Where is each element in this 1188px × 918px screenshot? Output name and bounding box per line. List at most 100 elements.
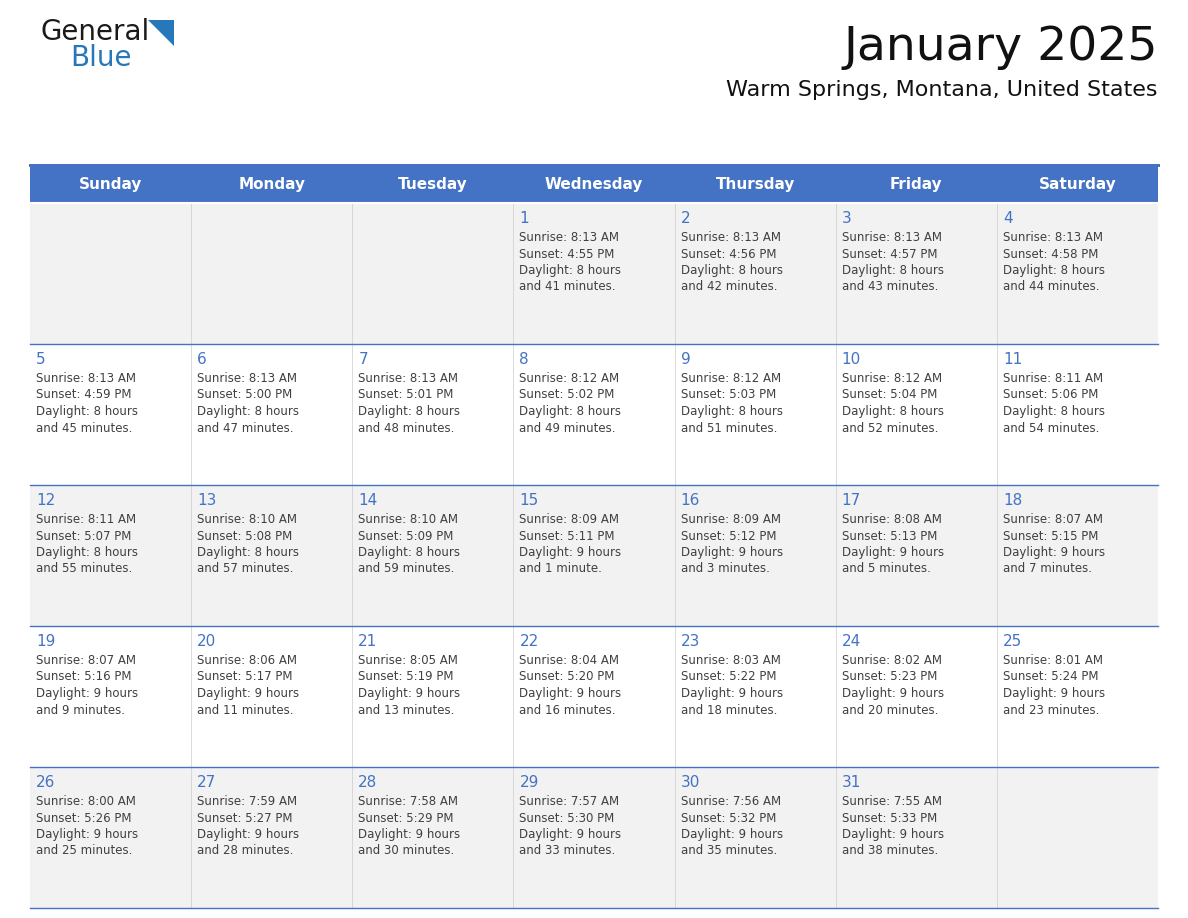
Text: Daylight: 8 hours: Daylight: 8 hours bbox=[36, 405, 138, 418]
Text: Sunset: 5:15 PM: Sunset: 5:15 PM bbox=[1003, 530, 1098, 543]
Text: Sunset: 5:20 PM: Sunset: 5:20 PM bbox=[519, 670, 615, 684]
Text: and 48 minutes.: and 48 minutes. bbox=[359, 421, 455, 434]
Text: 25: 25 bbox=[1003, 634, 1022, 649]
Text: Sunset: 5:29 PM: Sunset: 5:29 PM bbox=[359, 812, 454, 824]
Text: Daylight: 8 hours: Daylight: 8 hours bbox=[197, 546, 299, 559]
Text: 28: 28 bbox=[359, 775, 378, 790]
Bar bbox=[30, 626, 1158, 767]
Text: 14: 14 bbox=[359, 493, 378, 508]
Text: and 7 minutes.: and 7 minutes. bbox=[1003, 563, 1092, 576]
Text: Daylight: 8 hours: Daylight: 8 hours bbox=[681, 405, 783, 418]
Text: and 30 minutes.: and 30 minutes. bbox=[359, 845, 455, 857]
Text: 1: 1 bbox=[519, 211, 529, 226]
Text: and 35 minutes.: and 35 minutes. bbox=[681, 845, 777, 857]
Text: Daylight: 9 hours: Daylight: 9 hours bbox=[197, 687, 299, 700]
Text: 31: 31 bbox=[842, 775, 861, 790]
Text: Daylight: 9 hours: Daylight: 9 hours bbox=[359, 687, 461, 700]
Text: Sunset: 5:17 PM: Sunset: 5:17 PM bbox=[197, 670, 292, 684]
Text: and 13 minutes.: and 13 minutes. bbox=[359, 703, 455, 717]
Text: 3: 3 bbox=[842, 211, 852, 226]
Text: Daylight: 9 hours: Daylight: 9 hours bbox=[681, 828, 783, 841]
Text: 7: 7 bbox=[359, 352, 368, 367]
Text: Sunrise: 8:10 AM: Sunrise: 8:10 AM bbox=[197, 513, 297, 526]
Text: Daylight: 8 hours: Daylight: 8 hours bbox=[1003, 264, 1105, 277]
Text: Daylight: 9 hours: Daylight: 9 hours bbox=[519, 828, 621, 841]
Text: Sunset: 5:11 PM: Sunset: 5:11 PM bbox=[519, 530, 615, 543]
Text: 15: 15 bbox=[519, 493, 538, 508]
Text: Sunset: 5:19 PM: Sunset: 5:19 PM bbox=[359, 670, 454, 684]
Text: Warm Springs, Montana, United States: Warm Springs, Montana, United States bbox=[727, 80, 1158, 100]
Text: Sunset: 5:04 PM: Sunset: 5:04 PM bbox=[842, 388, 937, 401]
Text: 8: 8 bbox=[519, 352, 529, 367]
Text: and 23 minutes.: and 23 minutes. bbox=[1003, 703, 1099, 717]
Text: Sunrise: 8:13 AM: Sunrise: 8:13 AM bbox=[1003, 231, 1102, 244]
Text: 9: 9 bbox=[681, 352, 690, 367]
Text: 23: 23 bbox=[681, 634, 700, 649]
Text: Sunrise: 8:11 AM: Sunrise: 8:11 AM bbox=[1003, 372, 1102, 385]
Text: Daylight: 9 hours: Daylight: 9 hours bbox=[36, 687, 138, 700]
Text: Daylight: 8 hours: Daylight: 8 hours bbox=[1003, 405, 1105, 418]
Text: 29: 29 bbox=[519, 775, 539, 790]
Text: Sunset: 4:59 PM: Sunset: 4:59 PM bbox=[36, 388, 132, 401]
Text: Sunset: 5:09 PM: Sunset: 5:09 PM bbox=[359, 530, 454, 543]
Text: Sunset: 5:13 PM: Sunset: 5:13 PM bbox=[842, 530, 937, 543]
Bar bbox=[30, 344, 1158, 485]
Text: Sunrise: 7:59 AM: Sunrise: 7:59 AM bbox=[197, 795, 297, 808]
Text: Sunset: 5:02 PM: Sunset: 5:02 PM bbox=[519, 388, 615, 401]
Bar bbox=[835, 165, 997, 203]
Text: and 18 minutes.: and 18 minutes. bbox=[681, 703, 777, 717]
Text: 4: 4 bbox=[1003, 211, 1012, 226]
Text: 20: 20 bbox=[197, 634, 216, 649]
Text: Sunset: 4:56 PM: Sunset: 4:56 PM bbox=[681, 248, 776, 261]
Text: and 38 minutes.: and 38 minutes. bbox=[842, 845, 939, 857]
Text: 6: 6 bbox=[197, 352, 207, 367]
Text: Sunset: 5:00 PM: Sunset: 5:00 PM bbox=[197, 388, 292, 401]
Text: Sunrise: 8:07 AM: Sunrise: 8:07 AM bbox=[36, 654, 135, 667]
Bar bbox=[513, 165, 675, 203]
Text: January 2025: January 2025 bbox=[843, 25, 1158, 70]
Text: Daylight: 8 hours: Daylight: 8 hours bbox=[681, 264, 783, 277]
Text: Sunset: 5:23 PM: Sunset: 5:23 PM bbox=[842, 670, 937, 684]
Text: and 57 minutes.: and 57 minutes. bbox=[197, 563, 293, 576]
Text: Sunset: 5:26 PM: Sunset: 5:26 PM bbox=[36, 812, 132, 824]
Text: Sunrise: 8:04 AM: Sunrise: 8:04 AM bbox=[519, 654, 619, 667]
Text: 30: 30 bbox=[681, 775, 700, 790]
Text: Daylight: 9 hours: Daylight: 9 hours bbox=[359, 828, 461, 841]
Text: and 28 minutes.: and 28 minutes. bbox=[197, 845, 293, 857]
Text: and 9 minutes.: and 9 minutes. bbox=[36, 703, 125, 717]
Text: Sunrise: 8:09 AM: Sunrise: 8:09 AM bbox=[519, 513, 619, 526]
Text: Friday: Friday bbox=[890, 176, 942, 192]
Text: Daylight: 9 hours: Daylight: 9 hours bbox=[519, 546, 621, 559]
Text: and 49 minutes.: and 49 minutes. bbox=[519, 421, 615, 434]
Text: Sunset: 4:57 PM: Sunset: 4:57 PM bbox=[842, 248, 937, 261]
Text: and 1 minute.: and 1 minute. bbox=[519, 563, 602, 576]
Text: Sunset: 5:32 PM: Sunset: 5:32 PM bbox=[681, 812, 776, 824]
Text: Sunset: 4:55 PM: Sunset: 4:55 PM bbox=[519, 248, 615, 261]
Text: 22: 22 bbox=[519, 634, 538, 649]
Text: Sunrise: 8:00 AM: Sunrise: 8:00 AM bbox=[36, 795, 135, 808]
Text: Sunrise: 8:03 AM: Sunrise: 8:03 AM bbox=[681, 654, 781, 667]
Text: Daylight: 9 hours: Daylight: 9 hours bbox=[842, 687, 943, 700]
Text: and 45 minutes.: and 45 minutes. bbox=[36, 421, 132, 434]
Text: and 44 minutes.: and 44 minutes. bbox=[1003, 281, 1099, 294]
Text: Sunrise: 8:13 AM: Sunrise: 8:13 AM bbox=[359, 372, 459, 385]
Bar bbox=[675, 165, 835, 203]
Text: Daylight: 9 hours: Daylight: 9 hours bbox=[1003, 546, 1105, 559]
Text: Sunset: 5:07 PM: Sunset: 5:07 PM bbox=[36, 530, 132, 543]
Text: 21: 21 bbox=[359, 634, 378, 649]
Text: and 54 minutes.: and 54 minutes. bbox=[1003, 421, 1099, 434]
Text: Sunrise: 8:08 AM: Sunrise: 8:08 AM bbox=[842, 513, 942, 526]
Text: Sunrise: 8:12 AM: Sunrise: 8:12 AM bbox=[842, 372, 942, 385]
Text: Daylight: 8 hours: Daylight: 8 hours bbox=[197, 405, 299, 418]
Text: Sunset: 5:33 PM: Sunset: 5:33 PM bbox=[842, 812, 937, 824]
Text: and 25 minutes.: and 25 minutes. bbox=[36, 845, 132, 857]
Text: 19: 19 bbox=[36, 634, 56, 649]
Bar bbox=[30, 165, 191, 203]
Text: Sunset: 5:03 PM: Sunset: 5:03 PM bbox=[681, 388, 776, 401]
Text: 13: 13 bbox=[197, 493, 216, 508]
Text: Daylight: 9 hours: Daylight: 9 hours bbox=[519, 687, 621, 700]
Text: Sunrise: 8:06 AM: Sunrise: 8:06 AM bbox=[197, 654, 297, 667]
Bar bbox=[30, 203, 1158, 344]
Text: Sunset: 5:16 PM: Sunset: 5:16 PM bbox=[36, 670, 132, 684]
Text: Sunset: 5:24 PM: Sunset: 5:24 PM bbox=[1003, 670, 1099, 684]
